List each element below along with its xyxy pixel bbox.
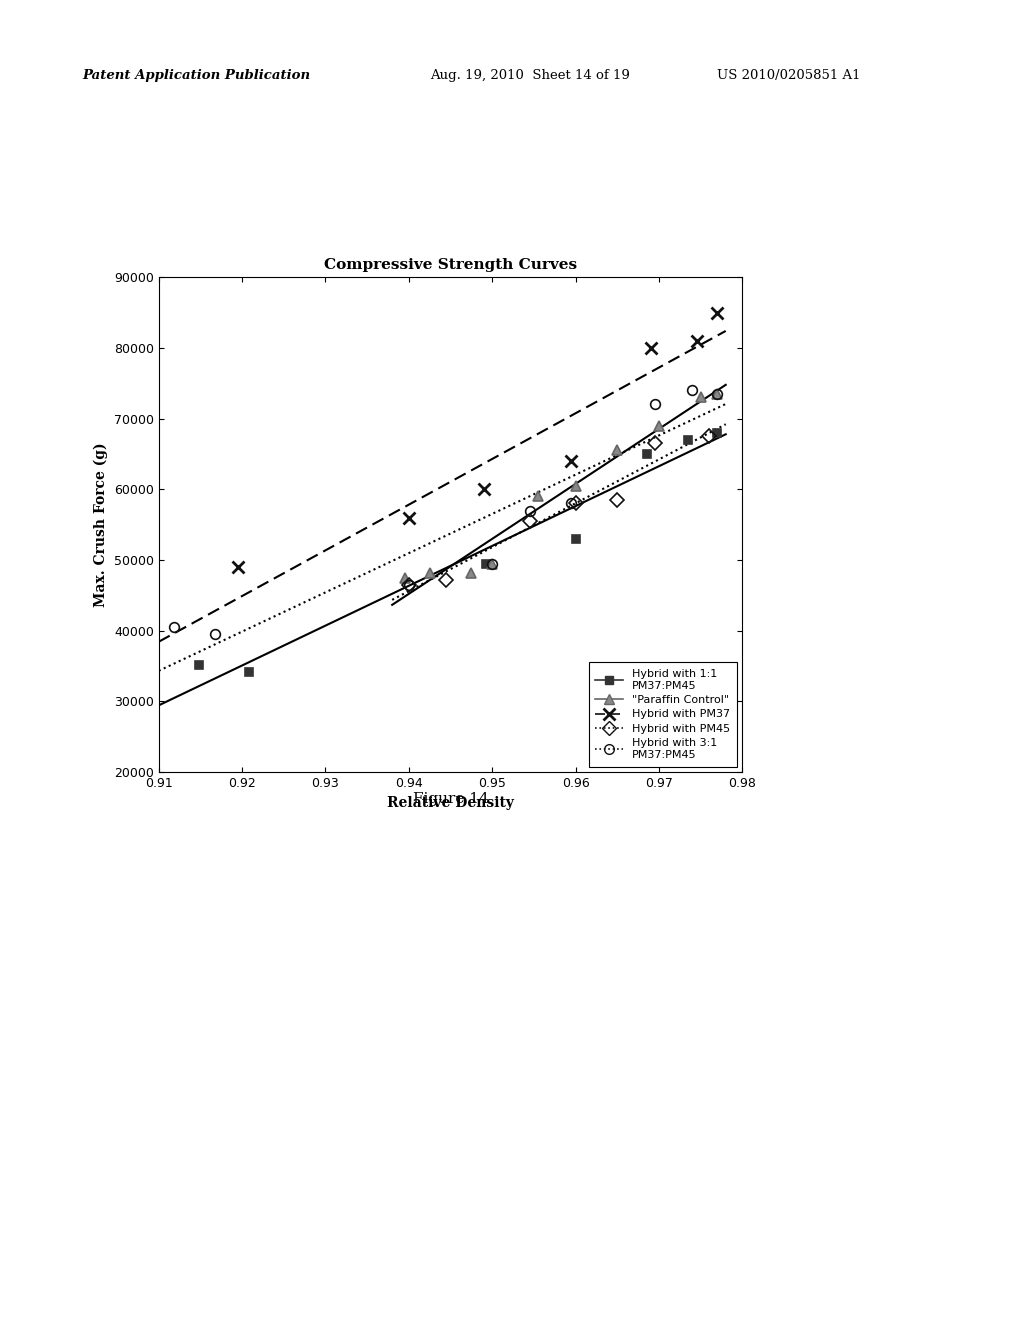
Y-axis label: Max. Crush Force (g): Max. Crush Force (g) (94, 442, 109, 607)
Title: Compressive Strength Curves: Compressive Strength Curves (324, 257, 578, 272)
Text: Figure 14: Figure 14 (413, 792, 488, 807)
Text: Aug. 19, 2010  Sheet 14 of 19: Aug. 19, 2010 Sheet 14 of 19 (430, 69, 630, 82)
X-axis label: Relative Density: Relative Density (387, 796, 514, 809)
Text: US 2010/0205851 A1: US 2010/0205851 A1 (717, 69, 860, 82)
Text: Patent Application Publication: Patent Application Publication (82, 69, 310, 82)
Legend: Hybrid with 1:1
PM37:PM45, "Paraffin Control", Hybrid with PM37, Hybrid with PM4: Hybrid with 1:1 PM37:PM45, "Paraffin Con… (589, 663, 737, 767)
